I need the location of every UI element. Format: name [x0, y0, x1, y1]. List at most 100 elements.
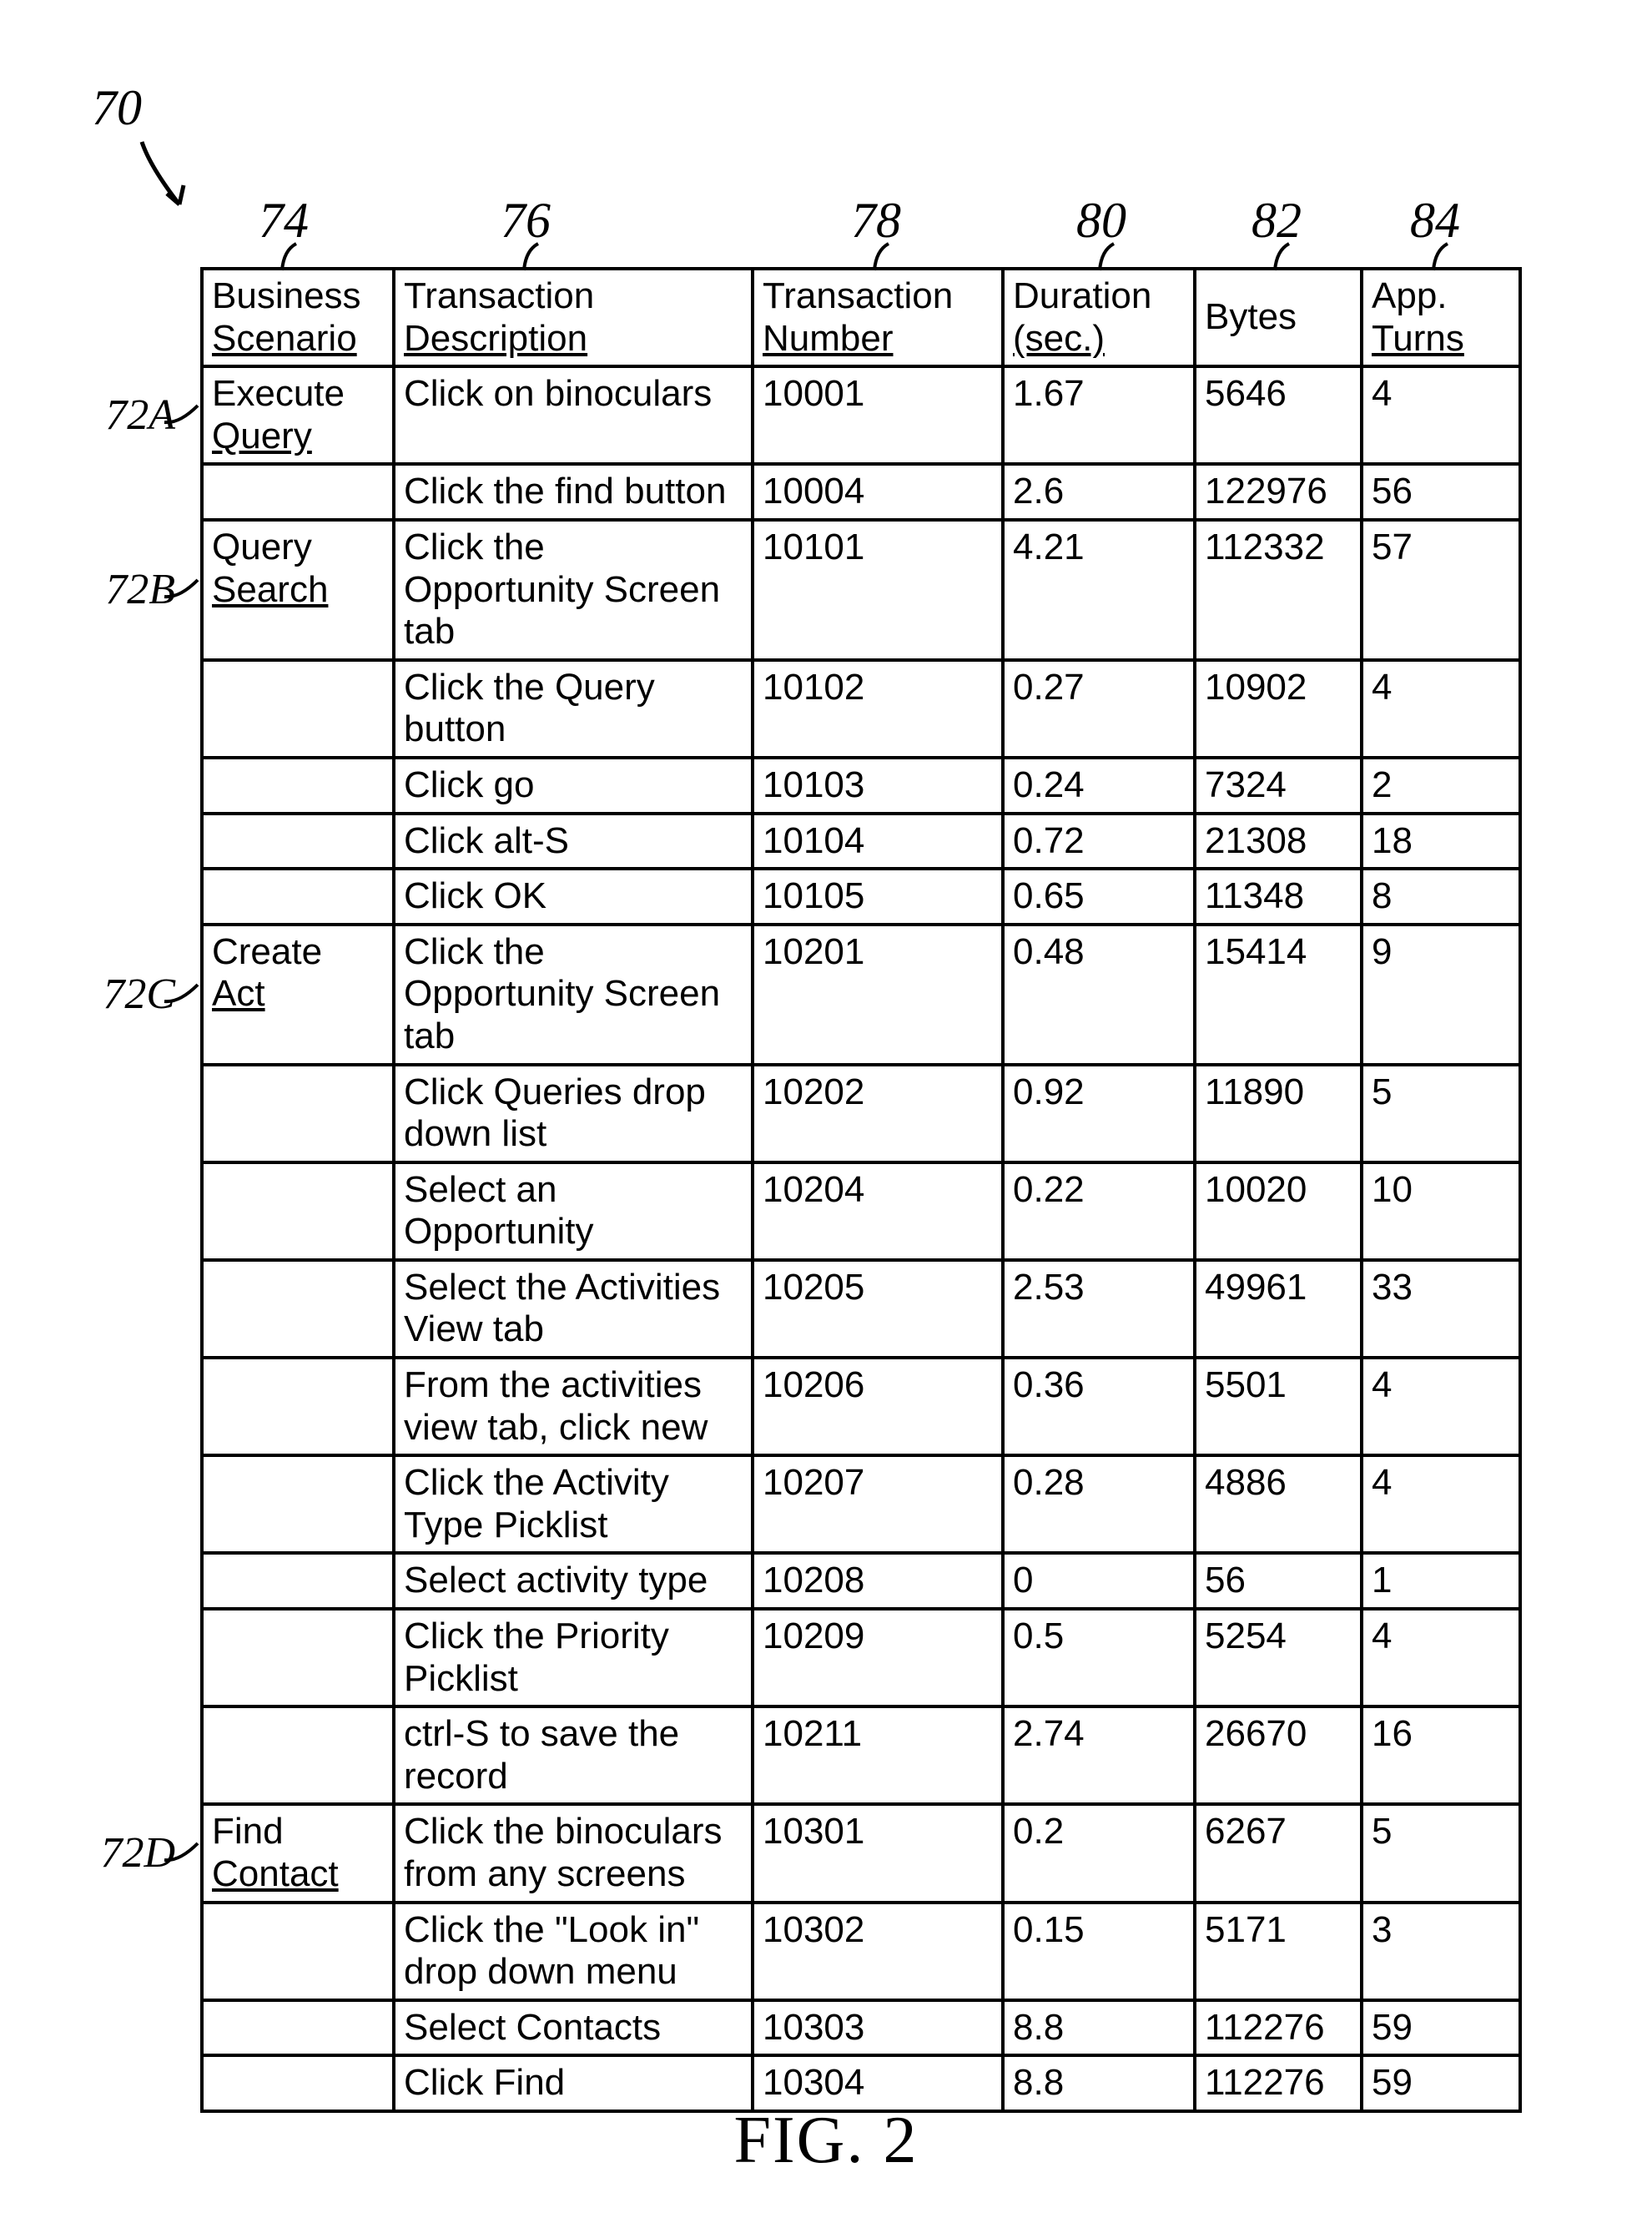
cell-description: Click go [394, 758, 753, 814]
cell-duration: 0.22 [1003, 1162, 1195, 1260]
header-line2: Number [763, 318, 894, 359]
arrow-icon [133, 134, 209, 225]
table-header-row: Business Scenario Transaction Descriptio… [202, 269, 1520, 366]
row-callout: 72B [33, 565, 175, 614]
table-row: Click the Activity Type Picklist102070.2… [202, 1455, 1520, 1553]
cell-transaction-number: 10205 [753, 1260, 1003, 1358]
cell-duration: 0.92 [1003, 1065, 1195, 1162]
figure-page: 70 74 76 78 80 82 84 Business Scenario [0, 0, 1652, 2228]
cell-app-turns: 4 [1362, 660, 1520, 758]
table-row: From the activities view tab, click new1… [202, 1358, 1520, 1455]
transaction-table: Business Scenario Transaction Descriptio… [200, 267, 1522, 2113]
table-row: CreateActClick the Opportunity Screen ta… [202, 925, 1520, 1065]
cell-description: Click on binoculars [394, 366, 753, 464]
cell-app-turns: 3 [1362, 1903, 1520, 2000]
cell-bytes: 4886 [1195, 1455, 1362, 1553]
cell-scenario [202, 1260, 394, 1358]
cell-scenario: QuerySearch [202, 520, 394, 660]
cell-app-turns: 18 [1362, 814, 1520, 870]
row-callout: 72C [33, 970, 175, 1019]
header-line1: Bytes [1205, 296, 1297, 337]
tick-icon [163, 399, 204, 432]
cell-bytes: 26670 [1195, 1706, 1362, 1804]
header-line1: Transaction [763, 275, 953, 316]
col-header-business-scenario: Business Scenario [202, 269, 394, 366]
cell-bytes: 5646 [1195, 366, 1362, 464]
cell-duration: 0.36 [1003, 1358, 1195, 1455]
cell-transaction-number: 10102 [753, 660, 1003, 758]
table-row: Click the Priority Picklist102090.552544 [202, 1609, 1520, 1706]
cell-duration: 0.15 [1003, 1903, 1195, 2000]
cell-description: Click the binoculars from any screens [394, 1804, 753, 1902]
cell-duration: 0.24 [1003, 758, 1195, 814]
cell-app-turns: 56 [1362, 464, 1520, 520]
cell-bytes: 5254 [1195, 1609, 1362, 1706]
cell-duration: 0.2 [1003, 1804, 1195, 1902]
cell-bytes: 10020 [1195, 1162, 1362, 1260]
cell-transaction-number: 10303 [753, 2000, 1003, 2056]
cell-bytes: 56 [1195, 1553, 1362, 1609]
cell-app-turns: 4 [1362, 1358, 1520, 1455]
table-row: Click OK101050.65113488 [202, 869, 1520, 925]
table-row: FindContactClick the binoculars from any… [202, 1804, 1520, 1902]
header-line2: Description [404, 318, 587, 359]
header-line1: App. [1372, 275, 1448, 316]
cell-scenario [202, 1903, 394, 2000]
cell-duration: 8.8 [1003, 2000, 1195, 2056]
cell-bytes: 5501 [1195, 1358, 1362, 1455]
table-row: Click Queries drop down list102020.92118… [202, 1065, 1520, 1162]
cell-duration: 2.53 [1003, 1260, 1195, 1358]
cell-description: Click the Activity Type Picklist [394, 1455, 753, 1553]
figure-caption: FIG. 2 [0, 2103, 1652, 2179]
cell-scenario [202, 1706, 394, 1804]
header-line1: Transaction [404, 275, 594, 316]
cell-bytes: 6267 [1195, 1804, 1362, 1902]
cell-duration: 4.21 [1003, 520, 1195, 660]
cell-description: Click the Priority Picklist [394, 1609, 753, 1706]
cell-description: Click the find button [394, 464, 753, 520]
cell-transaction-number: 10301 [753, 1804, 1003, 1902]
row-callout: 72D [33, 1828, 175, 1878]
cell-bytes: 10902 [1195, 660, 1362, 758]
scenario-line1: Execute [212, 373, 345, 414]
header-line2: Turns [1372, 318, 1464, 359]
table-row: Click the find button100042.612297656 [202, 464, 1520, 520]
cell-app-turns: 2 [1362, 758, 1520, 814]
header-line2: Scenario [212, 318, 357, 359]
cell-description: Click the "Look in" drop down menu [394, 1903, 753, 2000]
cell-transaction-number: 10209 [753, 1609, 1003, 1706]
table-row: Click go101030.2473242 [202, 758, 1520, 814]
cell-app-turns: 59 [1362, 2000, 1520, 2056]
cell-app-turns: 5 [1362, 1065, 1520, 1162]
cell-bytes: 5171 [1195, 1903, 1362, 2000]
cell-app-turns: 57 [1362, 520, 1520, 660]
cell-transaction-number: 10207 [753, 1455, 1003, 1553]
scenario-line2: Contact [212, 1853, 339, 1894]
cell-app-turns: 4 [1362, 1609, 1520, 1706]
table-row: Select an Opportunity102040.221002010 [202, 1162, 1520, 1260]
cell-duration: 0.5 [1003, 1609, 1195, 1706]
cell-duration: 0.72 [1003, 814, 1195, 870]
cell-app-turns: 10 [1362, 1162, 1520, 1260]
cell-description: Select activity type [394, 1553, 753, 1609]
header-line2: (sec.) [1013, 318, 1105, 359]
col-callout-5: 84 [1410, 192, 1460, 250]
cell-app-turns: 4 [1362, 1455, 1520, 1553]
cell-description: Click the Opportunity Screen tab [394, 520, 753, 660]
header-line1: Business [212, 275, 361, 316]
header-line1: Duration [1013, 275, 1151, 316]
cell-description: ctrl-S to save the record [394, 1706, 753, 1804]
cell-app-turns: 16 [1362, 1706, 1520, 1804]
col-callout-3: 80 [1076, 192, 1126, 250]
cell-scenario [202, 1553, 394, 1609]
cell-transaction-number: 10001 [753, 366, 1003, 464]
cell-description: Select an Opportunity [394, 1162, 753, 1260]
cell-app-turns: 9 [1362, 925, 1520, 1065]
col-callout-0: 74 [259, 192, 309, 250]
cell-transaction-number: 10004 [753, 464, 1003, 520]
cell-scenario [202, 1455, 394, 1553]
cell-scenario [202, 758, 394, 814]
cell-scenario [202, 1162, 394, 1260]
cell-scenario [202, 660, 394, 758]
table-row: Select activity type102080561 [202, 1553, 1520, 1609]
